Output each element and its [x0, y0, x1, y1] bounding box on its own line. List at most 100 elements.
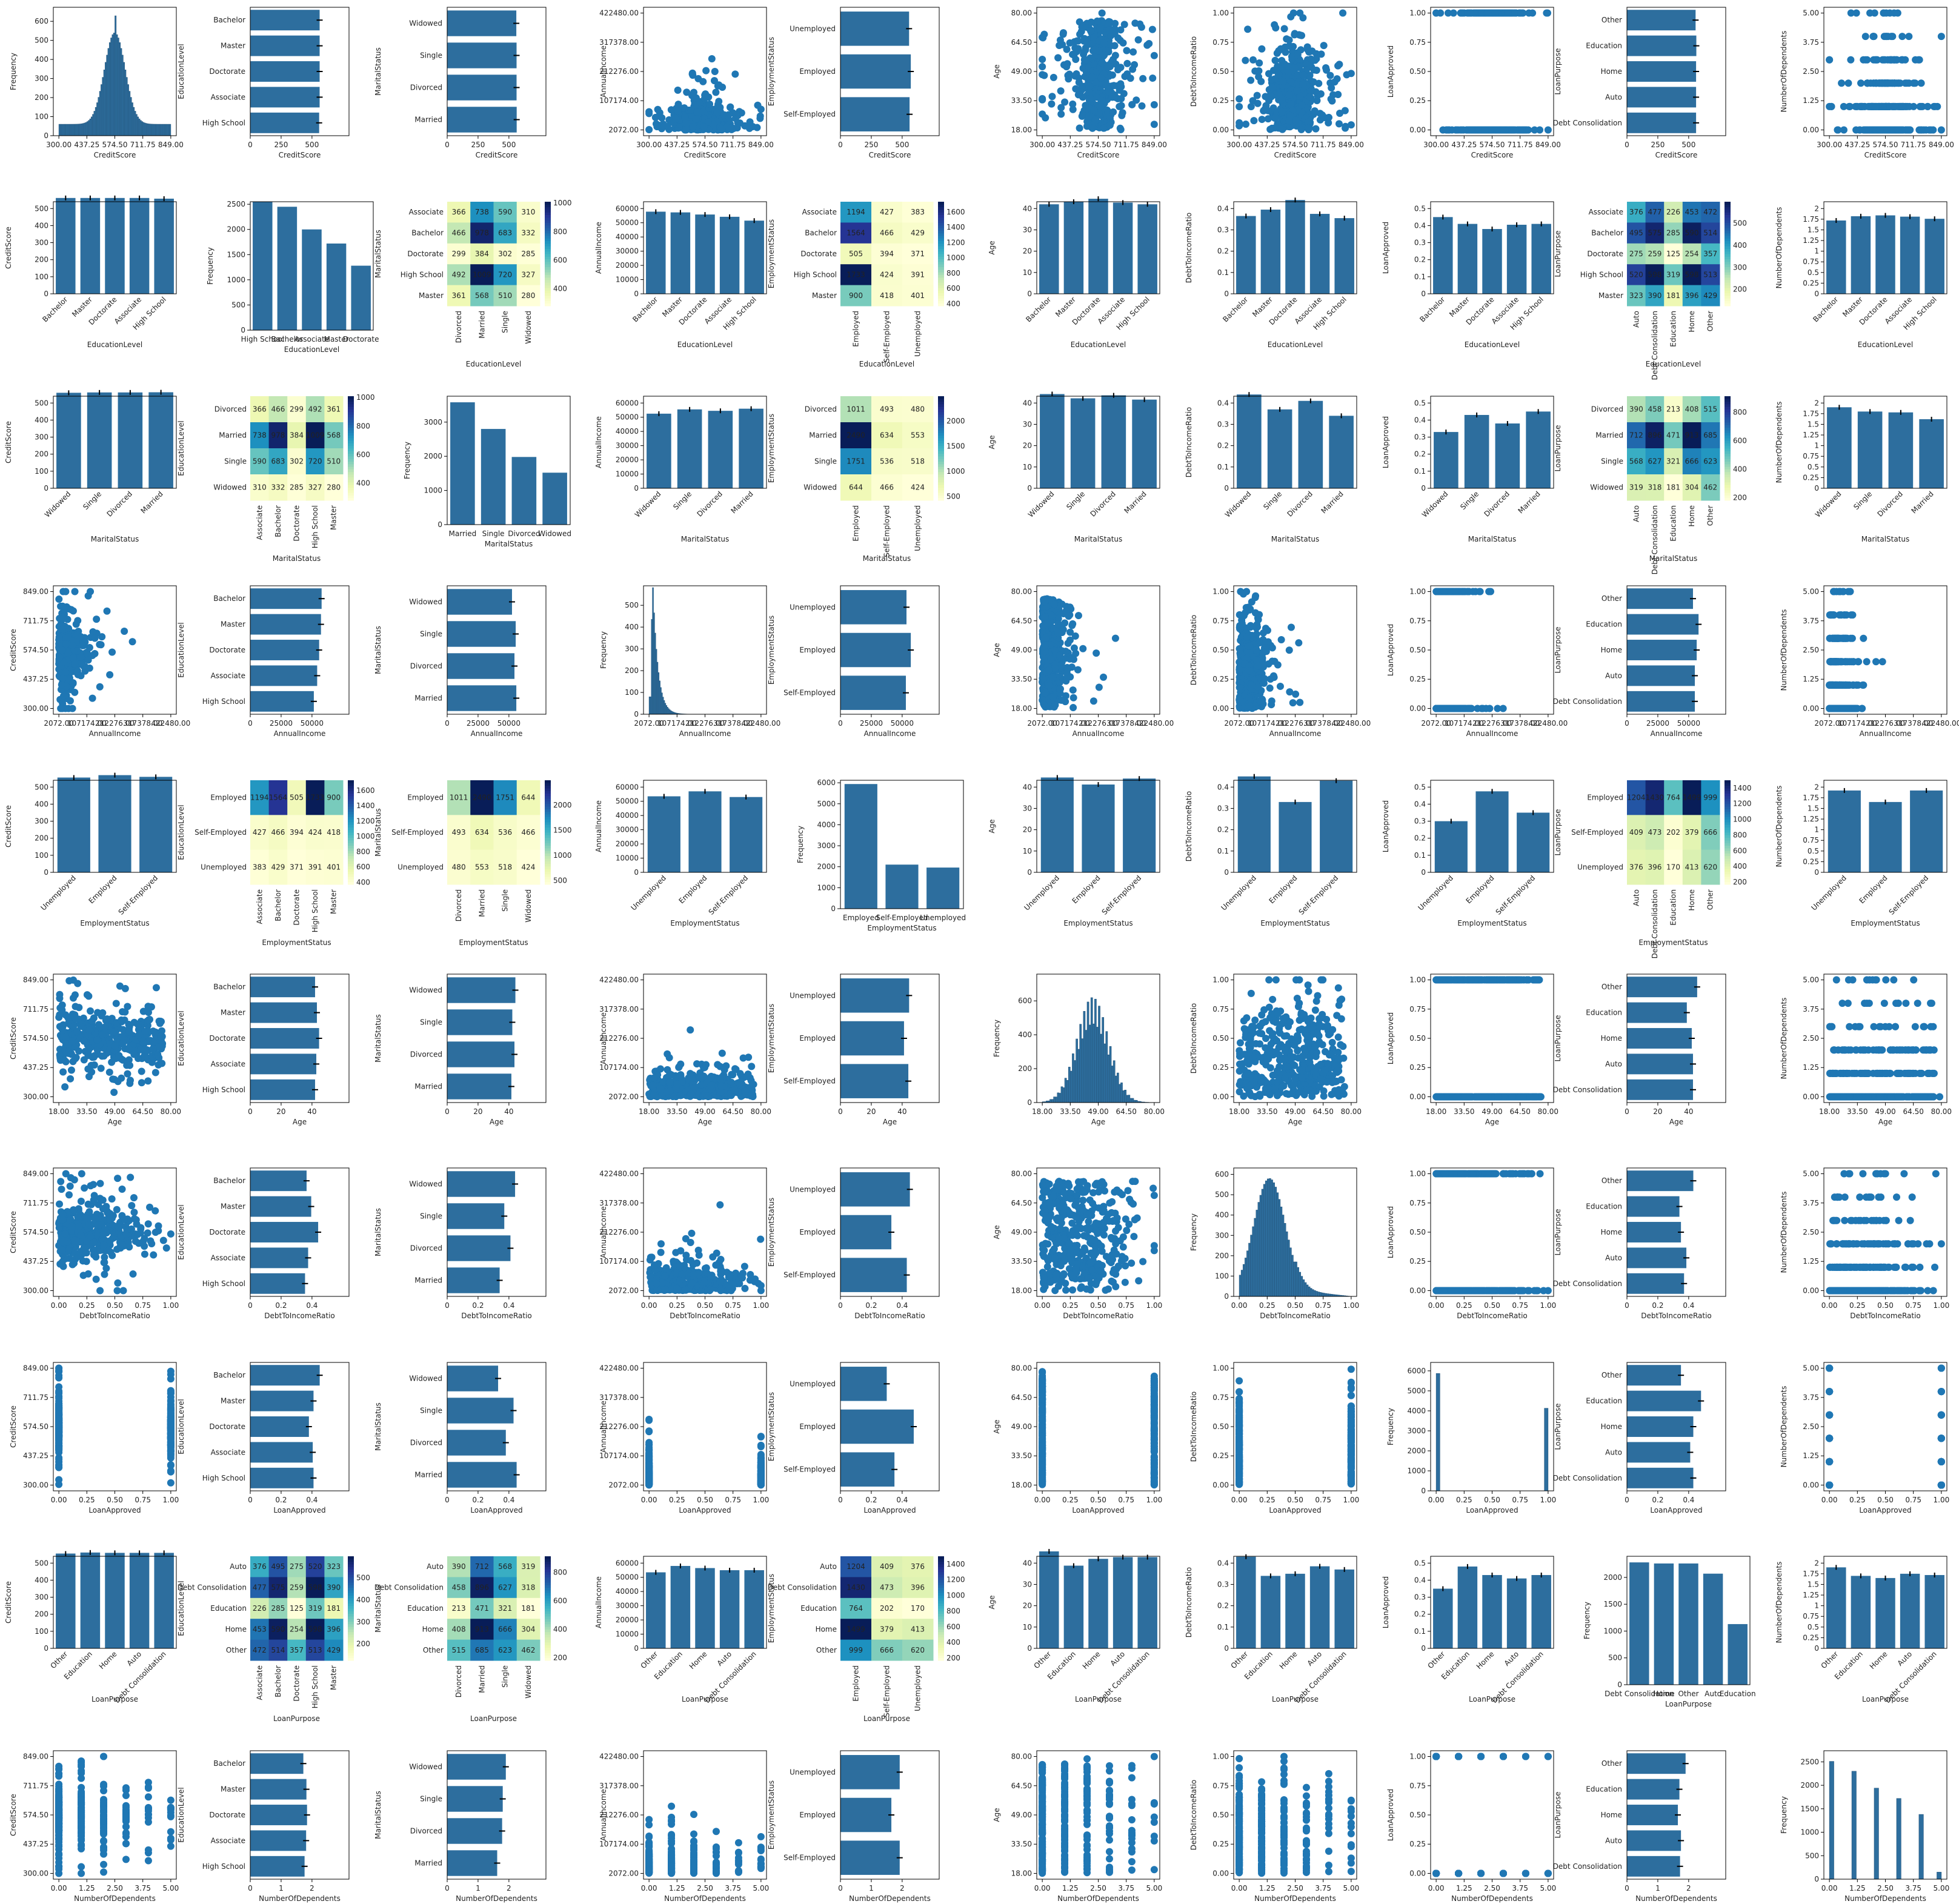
mean-bar [447, 42, 517, 68]
scatter-point [725, 111, 733, 118]
y-tick-label: 422480.00 [599, 9, 639, 18]
histogram-bar [63, 124, 64, 136]
histogram-bar [109, 42, 110, 136]
scatter-point [1082, 56, 1089, 64]
scatter-point [730, 125, 737, 132]
y-tick-label: 18.00 [1011, 125, 1032, 134]
y-tick-label: 1.00 [1212, 9, 1229, 18]
scatter-point [1135, 36, 1142, 44]
scatter-point [1279, 96, 1286, 103]
x-tick-label: 437.25 [1254, 141, 1280, 149]
scatter-point [1529, 10, 1536, 17]
histogram-bar [75, 124, 76, 136]
mean-bar [447, 10, 516, 36]
scatter-point [1251, 67, 1259, 75]
scatter-point [1545, 126, 1552, 133]
scatter-point [1281, 61, 1288, 68]
scatter-point [1450, 10, 1457, 17]
x-tick-label: 574.50 [693, 141, 718, 149]
scatter-point [1259, 116, 1266, 123]
scatter-point [1457, 10, 1465, 17]
y-tick-label: 0.50 [1409, 67, 1426, 76]
mean-bar [1627, 87, 1696, 107]
mean-bar [840, 97, 910, 131]
scatter-point [1484, 10, 1491, 17]
y-tick-label: 1.00 [1409, 9, 1426, 18]
scatter-point [1089, 125, 1096, 132]
x-tick-label: 300.00 [636, 141, 662, 149]
scatter-point [1298, 126, 1305, 133]
panel-r0-c6: 300.00 437.25 574.50 711.75 849.00CreditScor… [1189, 7, 1364, 159]
panel-r0-c2: WidowedSingleDivorcedMarried0 250 500Credi… [374, 7, 546, 159]
scatter-point [1279, 126, 1286, 133]
y-tick-label: Unemployed [790, 24, 836, 33]
scatter-point [1099, 10, 1106, 17]
scatter-point [1266, 125, 1274, 133]
scatter-point [674, 87, 682, 94]
scatter-point [1339, 10, 1346, 17]
scatter-point [1071, 44, 1079, 51]
y-tick-label: 0.25 [1409, 96, 1426, 105]
histogram-bar [66, 124, 67, 136]
x-tick-label: 574.50 [1283, 141, 1308, 149]
x-tick-label: 0 [838, 141, 843, 149]
scatter-point [1092, 117, 1099, 124]
scatter-point [1308, 47, 1315, 55]
x-tick-label: 574.50 [1480, 141, 1505, 149]
histogram-bar [93, 114, 94, 136]
y-tick-label: 64.50 [1011, 38, 1032, 47]
scatter-point [1129, 48, 1137, 56]
scatter-point [1069, 51, 1076, 58]
histogram-bar [121, 48, 122, 136]
histogram-bar [154, 124, 155, 136]
scatter-point [1083, 39, 1091, 46]
y-tick-label: 200 [35, 93, 48, 102]
scatter-point [754, 102, 761, 109]
histogram-bar [139, 119, 140, 136]
scatter-point [1131, 19, 1139, 27]
scatter-point [1509, 126, 1517, 133]
x-tick-label: 574.50 [102, 141, 128, 149]
panel-r0-c5: 300.00 437.25 574.50 711.75 849.00CreditScor… [993, 7, 1167, 159]
histogram-bar [87, 122, 88, 136]
scatter-point [693, 108, 700, 116]
scatter-point [1138, 24, 1145, 31]
scatter-point [689, 71, 696, 79]
scatter-point [1293, 87, 1300, 94]
histogram-bar [115, 16, 116, 136]
mean-bar [250, 113, 319, 133]
y-tick-label: 317378.00 [599, 38, 639, 47]
scatter-point [1066, 39, 1074, 47]
y-tick-label: 49.00 [1011, 67, 1032, 76]
scatter-point [1151, 52, 1158, 59]
scatter-point [1494, 126, 1502, 133]
histogram-bar [135, 111, 136, 136]
histogram-bar [167, 124, 168, 136]
scatter-point [702, 67, 710, 75]
histogram-bar [78, 124, 79, 136]
scatter-point [1103, 82, 1110, 89]
scatter-point [683, 126, 690, 133]
scatter-point [1236, 122, 1243, 130]
x-axis-label: CreditScore [869, 151, 911, 159]
scatter-point [1074, 38, 1082, 45]
scatter-point [1151, 121, 1158, 128]
histogram-bar [123, 62, 124, 136]
histogram-bar [147, 124, 148, 136]
scatter-point [1257, 78, 1265, 85]
scatter-point [693, 95, 700, 102]
histogram-bar [170, 124, 171, 136]
x-tick-label: 250 [274, 141, 288, 149]
scatter-point [1291, 31, 1298, 38]
scatter-point [1482, 126, 1489, 133]
scatter-point [1335, 120, 1343, 127]
scatter-point [1294, 51, 1302, 58]
scatter-point [747, 118, 754, 125]
panel-r0-c4: UnemployedEmployedSelf-Employed0 250 500Cr… [767, 7, 939, 159]
scatter-point [1250, 117, 1257, 124]
x-tick-label: 711.75 [130, 141, 156, 149]
histogram-bar [80, 124, 81, 136]
y-tick-label: 0.00 [1409, 125, 1426, 134]
scatter-point [1938, 33, 1945, 40]
scatter-point [746, 125, 753, 132]
